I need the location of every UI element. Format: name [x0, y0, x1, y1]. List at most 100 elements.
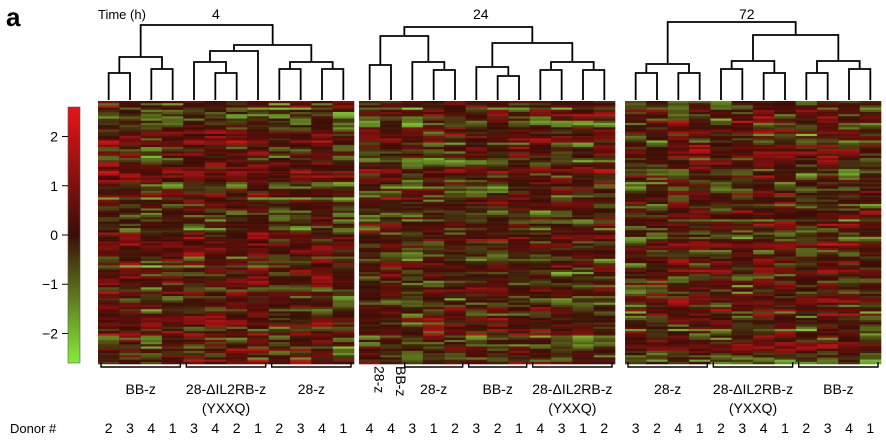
heatmap-cell [162, 206, 184, 209]
heatmap-cell [290, 309, 312, 312]
donor-number: 2 [717, 420, 725, 436]
heatmap-cell [162, 221, 184, 225]
heatmap-cell [795, 241, 818, 244]
donor-number: 3 [558, 420, 566, 436]
heatmap-cell [183, 111, 205, 115]
heatmap-cell [731, 127, 754, 130]
heatmap-cell [290, 313, 312, 317]
heatmap-cell [593, 317, 616, 321]
heatmap-cell [667, 234, 690, 238]
heatmap-cell [268, 337, 291, 341]
heatmap-cell [487, 320, 509, 323]
colorbar-gradient [67, 106, 81, 364]
heatmap-cell [667, 127, 690, 130]
heatmap-cell [859, 166, 882, 170]
heatmap-cell [162, 291, 184, 295]
heatmap-cell [795, 109, 818, 113]
heatmap-cell [311, 197, 333, 200]
heatmap-cell [465, 271, 488, 275]
heatmap-cell [689, 140, 711, 143]
heatmap-cell [859, 254, 882, 257]
heatmap-cell [551, 287, 573, 290]
heatmap-cell [551, 151, 573, 154]
heatmap-cell [401, 315, 424, 319]
heatmap-cell [359, 175, 381, 179]
heatmap-cell [311, 111, 333, 115]
heatmap-cell [401, 144, 424, 148]
heatmap-cell [290, 359, 312, 363]
heatmap-cell [140, 298, 163, 301]
heatmap-cell [268, 232, 291, 235]
heatmap-cell [838, 144, 860, 148]
heatmap-cell [247, 265, 269, 268]
heatmap-cell [625, 118, 647, 122]
heatmap-cell [753, 157, 775, 161]
heatmap-cell [667, 228, 690, 231]
heatmap-cell [119, 252, 141, 255]
heatmap-cell [380, 131, 402, 135]
heatmap-cell [753, 228, 775, 231]
heatmap-cell [98, 243, 120, 246]
heatmap-cell [359, 353, 381, 356]
heatmap-cell [551, 204, 573, 207]
heatmap-cell [625, 274, 647, 277]
heatmap-cell [98, 278, 120, 282]
heatmap-cell [551, 322, 573, 325]
heatmap-cell [162, 114, 184, 117]
heatmap-cell [162, 322, 184, 325]
heatmap-cell [817, 357, 839, 360]
heatmap-cell [204, 271, 227, 275]
heatmap-cell [359, 258, 381, 262]
heatmap-cell [226, 228, 248, 231]
heatmap-cell [859, 267, 882, 271]
heatmap-cell [465, 144, 488, 148]
heatmap-cell [646, 173, 668, 176]
heatmap-cell [795, 276, 818, 279]
heatmap-cell [311, 339, 333, 343]
heatmap-cell [774, 239, 796, 242]
heatmap-cell [183, 342, 205, 345]
heatmap-cell [162, 177, 184, 181]
heatmap-cell [183, 142, 205, 146]
heatmap-cell [774, 109, 796, 113]
heatmap-cell [774, 348, 796, 352]
heatmap-cell [625, 149, 647, 152]
heatmap-cell [423, 267, 445, 271]
heatmap-cell [774, 344, 796, 347]
heatmap-cell [268, 204, 291, 207]
heatmap-cell [268, 182, 291, 185]
heatmap-cell [380, 140, 402, 143]
heatmap-cell [226, 206, 248, 209]
heatmap-cell [572, 190, 594, 194]
heatmap-cell [465, 331, 488, 334]
heatmap-cell [795, 151, 818, 154]
heatmap-cell [731, 125, 754, 128]
heatmap-cell [162, 260, 184, 264]
heatmap-cell [183, 125, 205, 128]
heatmap-cell [593, 322, 616, 325]
heatmap-cell [332, 153, 355, 157]
heatmap-cell [572, 298, 594, 301]
heatmap-cell [204, 129, 227, 132]
heatmap-cell [551, 300, 573, 303]
heatmap-cell [247, 346, 269, 349]
heatmap-cell [774, 149, 796, 152]
heatmap-cell [838, 127, 860, 130]
heatmap-cell [204, 221, 227, 225]
heatmap-cell [290, 195, 312, 198]
heatmap-cell [247, 344, 269, 347]
heatmap-cell [332, 225, 355, 229]
heatmap-cell [753, 234, 775, 238]
heatmap-cell [572, 136, 594, 139]
heatmap-cell [689, 302, 711, 306]
heatmap-cell [380, 285, 402, 288]
heatmap-cell [731, 241, 754, 244]
heatmap-cell [204, 151, 227, 154]
heatmap-cell [731, 333, 754, 336]
heatmap-cell [731, 291, 754, 295]
heatmap-cell [487, 122, 509, 126]
heatmap-cell [838, 217, 860, 220]
heatmap-cell [487, 116, 509, 119]
heatmap-cell [119, 190, 141, 194]
heatmap-cell [529, 162, 552, 165]
